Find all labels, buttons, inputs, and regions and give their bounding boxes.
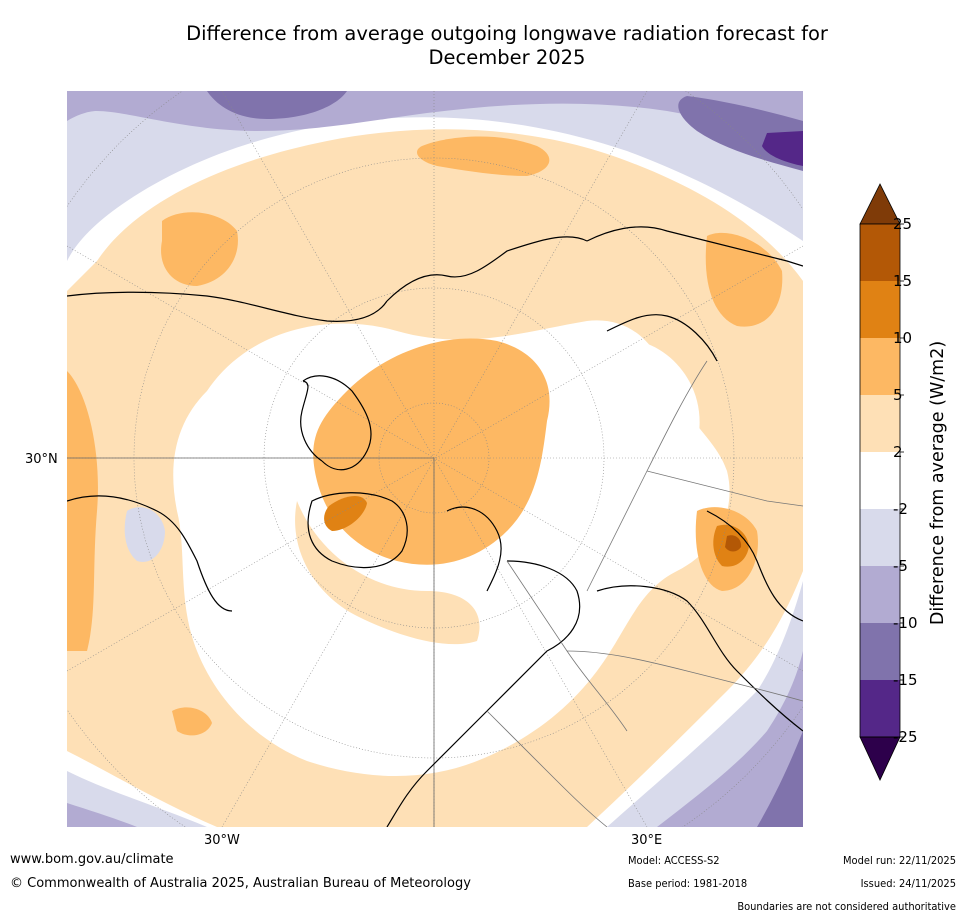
colorbar-bin-m15-m10 — [860, 623, 900, 680]
colorbar-svg — [859, 183, 904, 781]
colorbar-tick-label: -2 — [893, 500, 908, 518]
anomaly-band-negative-bottom-left — [67, 771, 207, 827]
anomaly-positive-pacific-2 — [67, 371, 98, 651]
anomaly-positive-russia — [705, 232, 783, 327]
anomaly-positive-greenland — [324, 495, 367, 531]
footer-model-run: Model run: 22/11/2025 — [843, 854, 956, 867]
anomaly-negative-canada — [124, 507, 165, 562]
colorbar-bin-m25-m15 — [860, 680, 900, 737]
colorbar-tick-label: 5 — [893, 386, 903, 404]
meridians-solid — [67, 457, 435, 827]
anomaly-band-negative-top-extreme — [762, 131, 803, 166]
colorbar-tick-label: -10 — [893, 614, 918, 632]
anomaly-positive-asia-extreme — [725, 535, 742, 552]
lon-label-30w: 30°W — [204, 833, 240, 848]
anomaly-positive-pacific-3 — [172, 707, 212, 736]
lat-label-30n: 30°N — [25, 452, 58, 467]
colorbar-ticks — [900, 223, 904, 738]
colorbar-tick-label: -15 — [893, 671, 918, 689]
colorbar-bin-5-10 — [860, 338, 900, 395]
footer-copyright: © Commonwealth of Australia 2025, Austra… — [10, 876, 471, 891]
anomaly-band-negative-bottom-right-mid — [657, 651, 803, 827]
colorbar-tick-label: 15 — [893, 272, 913, 290]
colorbar-bin-m10-m5 — [860, 566, 900, 623]
colorbar-label: Difference from average (W/m2) — [928, 340, 948, 626]
footer-model: Model: ACCESS-S2 — [628, 854, 720, 867]
colorbar-tick-label: -25 — [893, 728, 918, 746]
chart-title: Difference from average outgoing longwav… — [67, 22, 947, 70]
map-canvas — [67, 91, 803, 827]
colorbar-tick-label: 2 — [893, 443, 903, 461]
anomaly-positive-north-atlantic-1 — [417, 136, 550, 176]
colorbar — [850, 180, 930, 790]
colorbar-tick-label: -5 — [893, 557, 908, 575]
anomaly-positive-pacific-1 — [161, 212, 238, 286]
graticule — [67, 91, 803, 827]
coastlines — [67, 226, 803, 827]
colorbar-bin-2-5 — [860, 395, 900, 452]
anomaly-neutral-asia — [582, 339, 700, 494]
colorbar-bin-10-15 — [860, 281, 900, 338]
anomaly-map[interactable] — [67, 91, 803, 827]
anomaly-positive-arctic-light-ring — [295, 501, 480, 645]
anomaly-band-negative-bottom-left-mid — [67, 803, 137, 827]
title-line-2: December 2025 — [428, 46, 586, 69]
footer-url[interactable]: www.bom.gov.au/climate — [10, 852, 174, 867]
colorbar-outline — [859, 223, 901, 738]
lon-label-30e: 30°E — [631, 833, 663, 848]
colorbar-bin-neutral — [860, 452, 900, 509]
colorbar-tick-label: 25 — [893, 215, 913, 233]
footer-disclaimer: Boundaries are not considered authoritat… — [737, 900, 956, 913]
anomaly-positive-arctic — [313, 338, 550, 565]
colorbar-bin-m5-m2 — [860, 509, 900, 566]
title-line-1: Difference from average outgoing longwav… — [186, 22, 828, 45]
anomaly-band-negative-top — [67, 91, 803, 261]
footer-base-period: Base period: 1981-2018 — [628, 877, 748, 890]
footer-issued: Issued: 24/11/2025 — [860, 877, 956, 890]
country-borders — [486, 360, 803, 827]
anomaly-band-negative-top-strong — [207, 91, 803, 171]
colorbar-tick-label: 10 — [893, 329, 913, 347]
colorbar-bin-15-25 — [860, 224, 900, 281]
anomaly-band-negative-bottom-right-strong — [757, 731, 803, 827]
